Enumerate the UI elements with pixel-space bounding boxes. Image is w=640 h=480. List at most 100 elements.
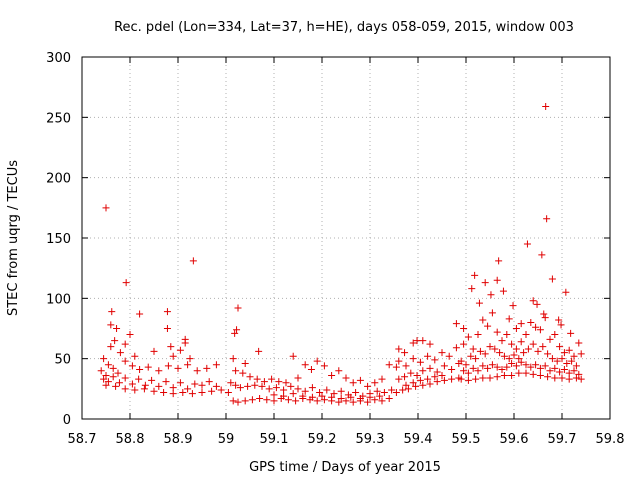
data-point [272,384,280,392]
data-point [479,374,487,382]
data-point [301,387,309,395]
data-point [388,386,396,394]
data-point [527,363,535,371]
data-point [392,388,400,396]
data-point [407,369,415,377]
data-point [320,362,328,370]
data-point [416,376,424,384]
data-point [174,364,182,372]
data-point [349,398,357,406]
data-point [474,367,482,375]
data-point [102,381,110,389]
axis-ticks [81,56,611,420]
data-point [558,355,566,363]
data-point [515,369,523,377]
data-point [380,388,388,396]
data-point [191,380,199,388]
data-point [462,361,470,369]
data-point [131,352,139,360]
data-point [542,102,550,110]
data-point [289,390,297,398]
data-point [562,288,570,296]
data-point [186,355,194,363]
data-point [318,392,326,400]
data-point [330,390,338,398]
data-point [140,385,148,393]
data-point [335,367,343,375]
data-point [229,355,237,363]
data-point [534,347,542,355]
data-point [97,367,105,375]
data-point [523,240,531,248]
data-point [373,387,381,395]
data-point [155,382,163,390]
data-point [241,359,249,367]
data-point [475,299,483,307]
data-point [539,343,547,351]
data-point [320,396,328,404]
data-point [484,322,492,330]
data-point [246,373,254,381]
data-point [440,376,448,384]
data-point [294,385,302,393]
data-point [236,384,244,392]
data-point [100,375,108,383]
data-point [176,346,184,354]
data-point [460,340,468,348]
data-point [251,381,259,389]
data-point [460,367,468,375]
data-point [419,337,427,345]
data-point [476,347,484,355]
data-point [275,378,283,386]
data-point [488,309,496,317]
data-point [508,372,516,380]
data-point [239,369,247,377]
data-point [440,362,448,370]
data-point [469,364,477,372]
data-point [558,374,566,382]
data-point [280,392,288,400]
data-point [115,379,123,387]
data-point [472,355,480,363]
data-point [457,375,465,383]
data-point [529,340,537,348]
data-point [244,382,252,390]
data-point [121,340,129,348]
data-point [481,350,489,358]
data-point [536,372,544,380]
data-point [141,381,149,389]
data-point [419,367,427,375]
data-point [548,275,556,283]
data-point [113,325,121,332]
y-tick-label: 150 [46,232,71,247]
data-point [349,379,357,387]
data-point [448,375,456,383]
data-point [488,361,496,369]
data-point [395,357,403,365]
data-point [517,320,525,328]
data-point [164,362,172,370]
data-point [409,339,417,347]
data-point [409,355,417,363]
y-tick-label: 0 [63,413,71,428]
data-point [529,297,537,305]
data-point [352,388,360,396]
data-point [533,300,541,308]
data-point [232,381,240,389]
data-point [179,388,187,396]
data-point [557,321,565,329]
x-axis-title: GPS time / Days of year 2015 [249,460,441,475]
data-point [395,345,403,353]
y-tick-label: 200 [46,172,71,187]
data-point [189,257,197,265]
data-point [508,340,516,348]
data-point [515,355,523,363]
data-point [378,375,386,383]
data-point [234,398,242,406]
data-point [378,397,386,405]
data-point [313,397,321,405]
data-point [205,378,213,386]
data-point [546,335,554,343]
data-point [371,396,379,404]
data-point [424,352,432,360]
